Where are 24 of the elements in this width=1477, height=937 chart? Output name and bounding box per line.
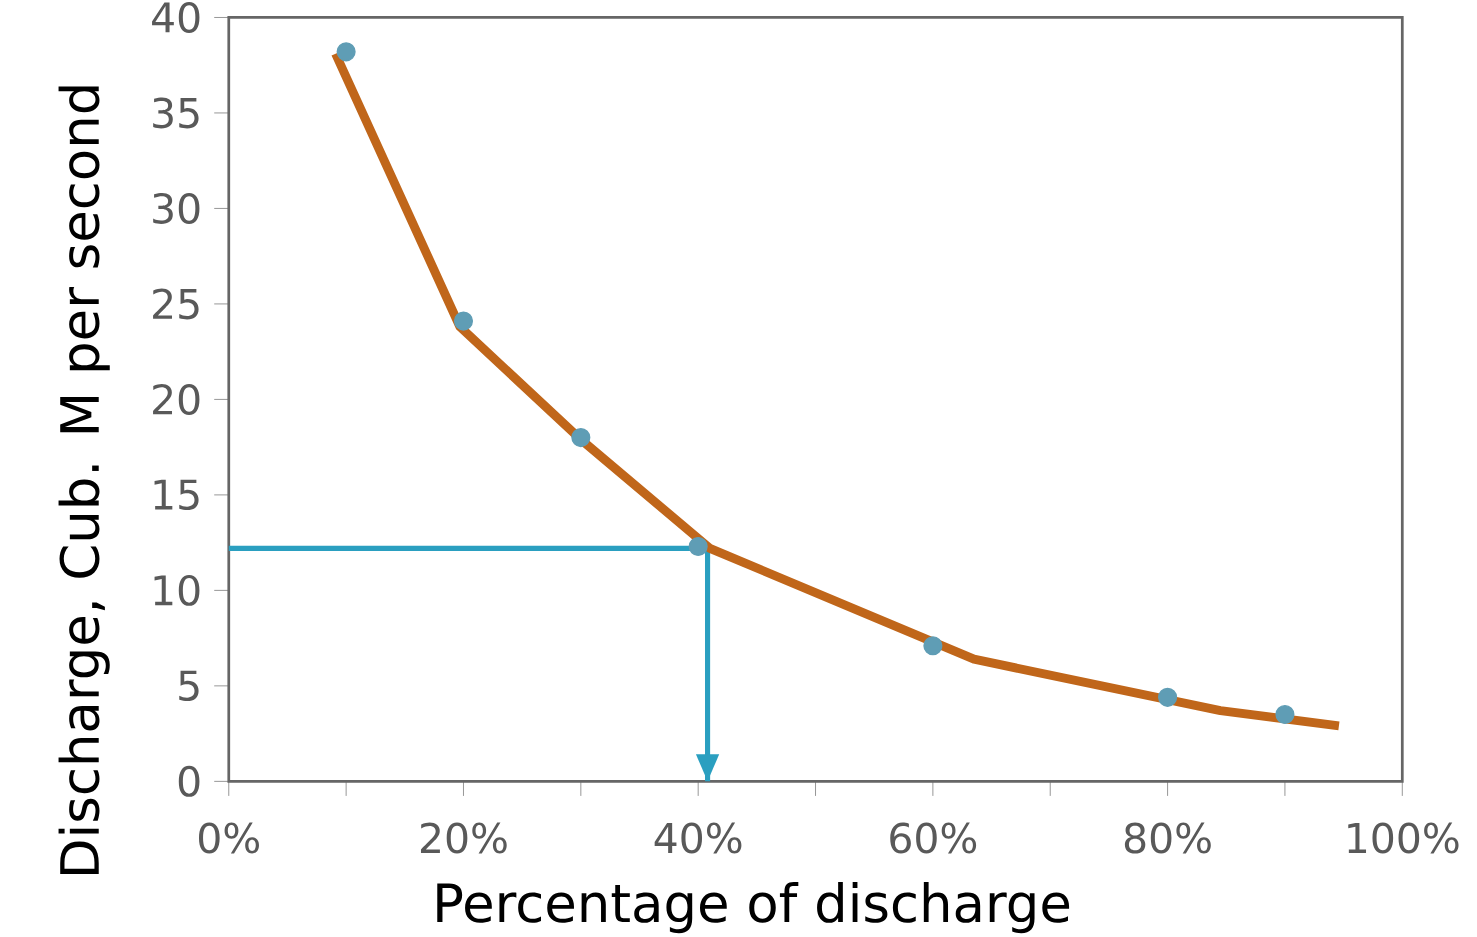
x-axis-title: Percentage of discharge bbox=[437, 882, 1070, 934]
y-tick-label: 20 bbox=[153, 384, 200, 416]
y-tick-label: 30 bbox=[153, 193, 200, 225]
point bbox=[1275, 705, 1295, 725]
point bbox=[453, 311, 474, 331]
x-tick-label: 80% bbox=[1124, 822, 1211, 854]
x-tick-label: 20% bbox=[420, 822, 507, 854]
y-tick-label: 0 bbox=[178, 766, 200, 798]
y-tick-label: 40 bbox=[152, 2, 200, 34]
x-tick-label: 0% bbox=[198, 822, 259, 854]
y-tick-label: 10 bbox=[154, 575, 200, 607]
point bbox=[336, 42, 356, 62]
point bbox=[923, 636, 943, 656]
y-axis-title: Discharge, Cub. M per second bbox=[58, 86, 110, 875]
point bbox=[688, 537, 708, 557]
y-tick-label: 15 bbox=[154, 479, 199, 511]
point bbox=[1158, 687, 1178, 708]
y-tick-label: 35 bbox=[153, 97, 199, 129]
x-tick-label: 40% bbox=[654, 822, 742, 854]
y-tick-label: 25 bbox=[153, 288, 199, 320]
x-tick-label: 100% bbox=[1348, 822, 1459, 854]
point bbox=[571, 428, 591, 448]
y-tick-label: 5 bbox=[179, 670, 199, 702]
x-tick-label: 60% bbox=[890, 822, 977, 854]
